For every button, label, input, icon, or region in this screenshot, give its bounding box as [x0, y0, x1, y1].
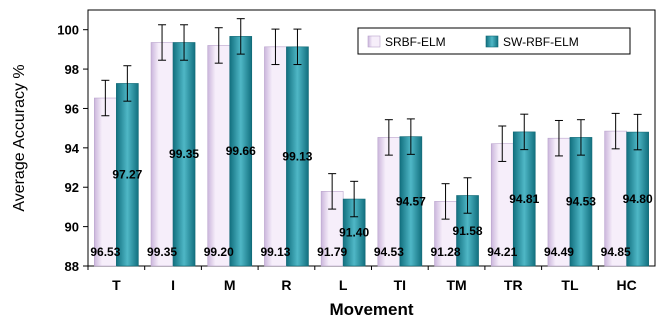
y-tick-label: 98 [65, 62, 79, 77]
data-label: 91.40 [339, 226, 369, 240]
plot-area: 88 90 92 94 96 98 100 T 96.53 97.27 I 99.35 99.35 M 99… [11, 9, 656, 319]
legend-label: SW-RBF-ELM [503, 35, 579, 49]
data-label: 96.53 [90, 245, 120, 259]
x-axis-title: Movement [329, 300, 413, 319]
x-tick-label: HC [617, 277, 637, 293]
x-tick-label: TM [446, 277, 466, 293]
y-tick-label: 88 [65, 259, 79, 274]
bar-srbf-elm [94, 97, 117, 267]
data-label: 94.85 [601, 245, 631, 259]
data-label: 99.13 [282, 149, 312, 163]
legend-swatch [367, 35, 381, 48]
data-label: 91.28 [431, 245, 461, 259]
y-tick-label: 90 [65, 220, 79, 235]
x-tick-label: TR [504, 277, 523, 293]
data-label: 94.81 [509, 192, 539, 206]
x-tick-label: M [224, 277, 236, 293]
data-label: 99.35 [147, 245, 177, 259]
x-tick-label: T [112, 277, 121, 293]
data-label: 94.53 [374, 245, 404, 259]
x-tick-label: R [281, 277, 291, 293]
x-tick-label: TL [561, 277, 579, 293]
y-tick-label: 100 [57, 23, 79, 38]
legend-label: SRBF-ELM [385, 35, 446, 49]
legend: SRBF-ELM SW-RBF-ELM [357, 27, 631, 55]
data-label: 94.49 [544, 245, 574, 259]
data-label: 99.20 [204, 245, 234, 259]
y-tick-label: 96 [65, 101, 79, 116]
x-tick-label: TI [394, 277, 406, 293]
y-tick-label: 92 [65, 180, 79, 195]
data-label: 94.53 [566, 195, 596, 209]
x-tick-label: L [339, 277, 348, 293]
data-label: 91.79 [317, 245, 347, 259]
y-tick-label: 94 [65, 141, 80, 156]
data-label: 99.35 [169, 147, 199, 161]
data-label: 99.13 [260, 245, 290, 259]
data-label: 94.57 [396, 194, 426, 208]
data-label: 94.21 [487, 245, 517, 259]
legend-swatch [485, 35, 499, 48]
y-axis-title: Average Accuracy % [11, 64, 28, 211]
data-label: 99.66 [226, 144, 256, 158]
data-label: 94.80 [623, 192, 653, 206]
x-tick-label: I [171, 277, 175, 293]
data-label: 91.58 [453, 224, 483, 238]
data-label: 97.27 [112, 168, 142, 182]
